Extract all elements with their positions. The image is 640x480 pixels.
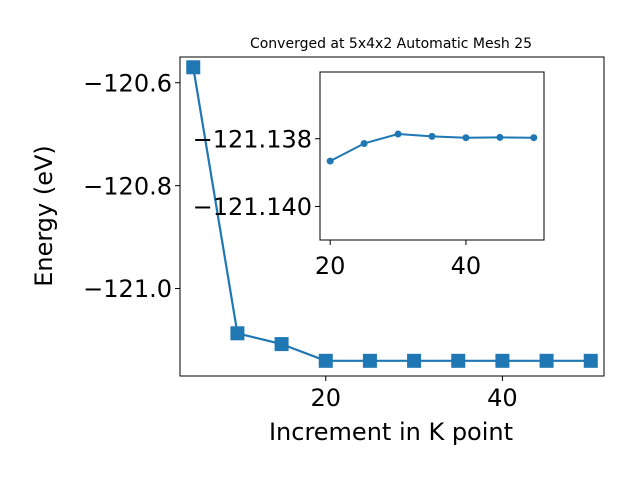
main-data-point (318, 353, 333, 368)
main-series-line (192, 67, 591, 362)
main-axes-frame (179, 56, 605, 377)
inset-y-ticks: −121.140 −121.138 (193, 125, 320, 221)
main-plot-area (186, 60, 598, 368)
inset-data-point (462, 134, 470, 142)
main-data-point (539, 353, 554, 368)
inset-axes: 20 40 −121.140−121.138 (193, 71, 545, 280)
inset-axes-frame (319, 71, 545, 241)
inset-data-point (360, 139, 368, 147)
x-axis-label: Increment in K point (269, 418, 513, 446)
inset-plot-area (326, 130, 538, 165)
main-data-point (583, 353, 598, 368)
inset-x-ticks: 20 40 (315, 240, 481, 280)
main-data-point (186, 60, 201, 75)
inset-background (320, 72, 544, 240)
main-x-ticks: 20 40 (310, 376, 518, 412)
main-data-point (451, 353, 466, 368)
inset-data-point (496, 133, 504, 141)
main-y-tick-label: −120.8 (83, 172, 172, 200)
main-data-point (495, 353, 510, 368)
main-x-tick-label: 20 (310, 384, 341, 412)
main-y-ticks: −121.0 −120.8 −120.6 (83, 69, 180, 303)
main-data-point (274, 337, 289, 352)
inset-data-point (326, 157, 334, 165)
inset-x-tick-label: 40 (451, 252, 482, 280)
main-y-tick-label: −120.6 (83, 69, 172, 97)
inset-y-tick-label: −121.140 (193, 193, 312, 221)
inset-data-point (428, 132, 436, 140)
inset-data-point (530, 134, 538, 142)
main-data-point (407, 353, 422, 368)
main-data-point (362, 353, 377, 368)
inset-y-tick-label: −121.138 (193, 125, 312, 153)
inset-x-tick-label: 20 (315, 252, 346, 280)
main-axes: Converged at 5x4x2 Automatic Mesh 25 20 4… (30, 36, 605, 446)
chart-title: Converged at 5x4x2 Automatic Mesh 25 (250, 36, 532, 52)
inset-data-point (394, 130, 402, 138)
main-x-tick-label: 40 (487, 384, 518, 412)
main-data-point (230, 326, 245, 341)
main-y-tick-label: −121.0 (83, 275, 172, 303)
y-axis-label: Energy (eV) (30, 145, 58, 287)
